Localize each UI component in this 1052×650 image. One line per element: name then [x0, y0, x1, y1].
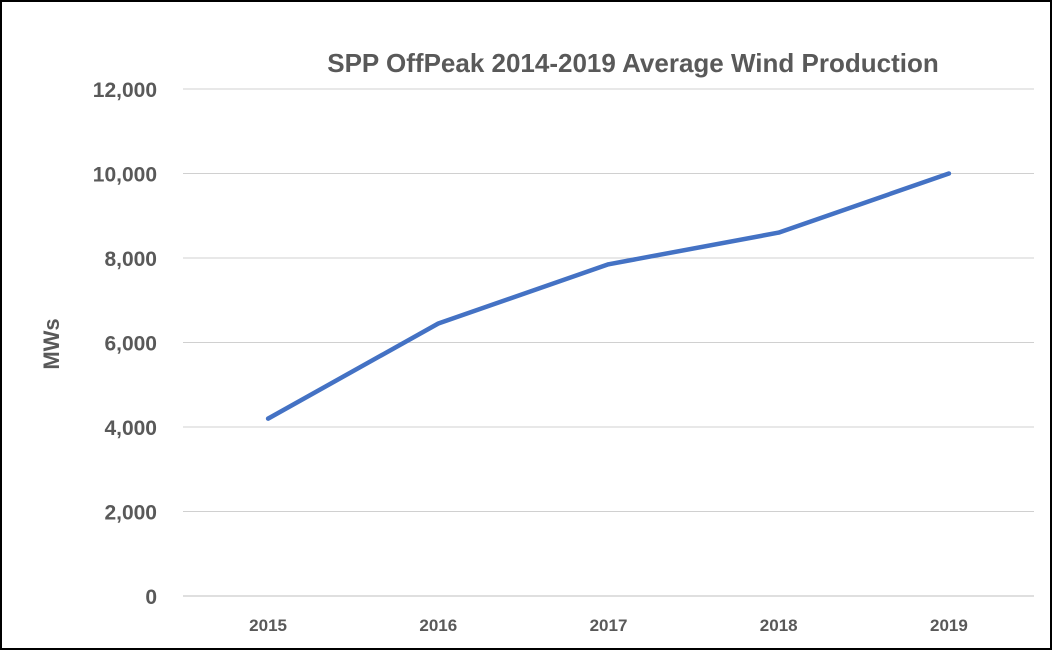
x-tick-label: 2017: [590, 616, 628, 635]
data-point: [946, 171, 951, 176]
x-tick-label: 2018: [760, 616, 798, 635]
x-tick-label: 2016: [419, 616, 457, 635]
gridlines: [183, 88, 1034, 597]
x-tick-label: 2019: [930, 616, 968, 635]
chart-title: SPP OffPeak 2014-2019 Average Wind Produ…: [327, 48, 938, 78]
y-tick-label: 12,000: [93, 79, 157, 102]
y-tick-label: 2,000: [104, 502, 157, 525]
y-tick-label: 0: [145, 586, 157, 609]
data-point: [436, 321, 441, 326]
data-point: [776, 230, 781, 235]
y-tick-labels: 0 2,000 4,000 6,000 8,000 10,000 12,000: [93, 79, 157, 609]
y-tick-label: 6,000: [104, 333, 157, 356]
y-tick-label: 4,000: [104, 417, 157, 440]
x-tick-labels: 2015 2016 2017 2018 2019: [249, 616, 968, 635]
y-tick-label: 8,000: [104, 248, 157, 271]
data-point: [266, 416, 271, 421]
series-layer: [265, 171, 952, 421]
y-axis-label: MWs: [39, 318, 64, 369]
y-tick-label: 10,000: [93, 164, 157, 187]
x-tick-label: 2015: [249, 616, 287, 635]
data-point: [606, 262, 611, 267]
series-line: [265, 171, 952, 421]
